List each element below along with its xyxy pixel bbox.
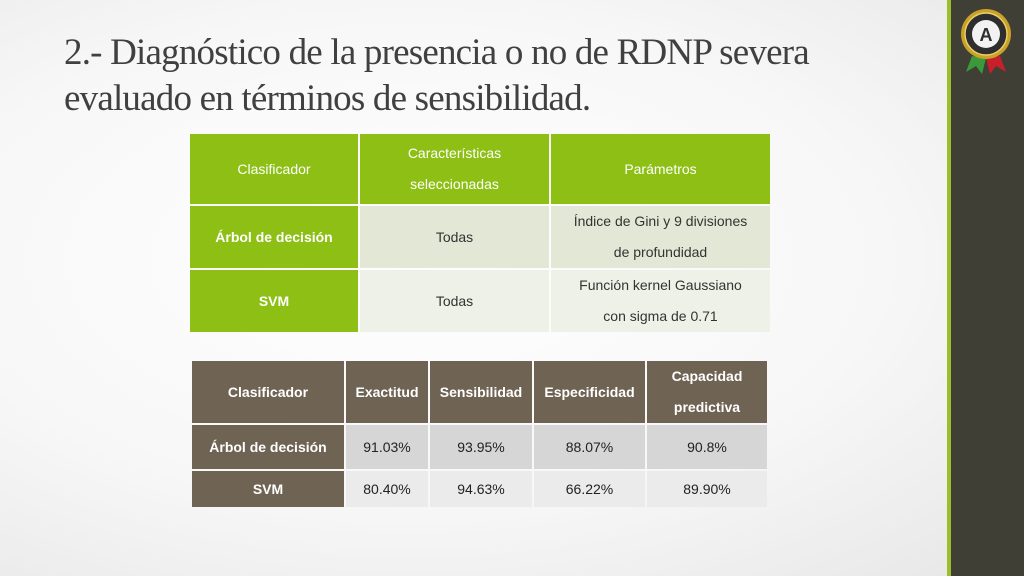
sidebar-accent-line bbox=[947, 0, 951, 576]
cell-line: Función kernel Gaussiano bbox=[579, 277, 742, 293]
table-cell: 66.22% bbox=[534, 471, 645, 507]
row-header-cell: Árbol de decisión bbox=[190, 206, 358, 268]
header-line: Capacidad bbox=[671, 368, 743, 384]
table-cell: 91.03% bbox=[346, 425, 428, 469]
header-line: seleccionadas bbox=[410, 176, 499, 192]
header-line: Características bbox=[407, 145, 502, 161]
classifier-parameters-table: Clasificador Características seleccionad… bbox=[188, 132, 772, 334]
table-row: Árbol de decisión 91.03% 93.95% 88.07% 9… bbox=[192, 425, 767, 469]
table-cell: 89.90% bbox=[647, 471, 767, 507]
cell-line: de profundidad bbox=[613, 244, 708, 260]
row-header-cell: SVM bbox=[192, 471, 344, 507]
header-cell: Capacidad predictiva bbox=[647, 361, 767, 423]
header-cell: Parámetros bbox=[551, 134, 770, 204]
header-cell: Especificidad bbox=[534, 361, 645, 423]
table-header-row: Clasificador Características seleccionad… bbox=[190, 134, 770, 204]
table-cell: 90.8% bbox=[647, 425, 767, 469]
row-header-cell: SVM bbox=[190, 270, 358, 332]
classifier-results-table: Clasificador Exactitud Sensibilidad Espe… bbox=[190, 359, 769, 509]
table-row: SVM 80.40% 94.63% 66.22% 89.90% bbox=[192, 471, 767, 507]
table-header-row: Clasificador Exactitud Sensibilidad Espe… bbox=[192, 361, 767, 423]
slide-title: 2.- Diagnóstico de la presencia o no de … bbox=[64, 30, 934, 122]
table-row: SVM Todas Función kernel Gaussiano con s… bbox=[190, 270, 770, 332]
header-cell: Características seleccionadas bbox=[360, 134, 549, 204]
table-cell: Índice de Gini y 9 divisiones de profund… bbox=[551, 206, 770, 268]
title-line-1: 2.- Diagnóstico de la presencia o no de … bbox=[64, 32, 810, 73]
header-line: predictiva bbox=[673, 399, 741, 415]
table-cell: Todas bbox=[360, 206, 549, 268]
table-row: Árbol de decisión Todas Índice de Gini y… bbox=[190, 206, 770, 268]
table-cell: 94.63% bbox=[430, 471, 532, 507]
table-cell: 80.40% bbox=[346, 471, 428, 507]
espe-seal-logo-icon: A bbox=[961, 9, 1011, 74]
logo-letter: A bbox=[980, 25, 993, 45]
cell-line: Índice de Gini y 9 divisiones bbox=[573, 213, 748, 229]
header-cell: Clasificador bbox=[190, 134, 358, 204]
header-cell: Exactitud bbox=[346, 361, 428, 423]
header-cell: Clasificador bbox=[192, 361, 344, 423]
right-sidebar-bar bbox=[947, 0, 1024, 576]
table-cell: 88.07% bbox=[534, 425, 645, 469]
table-cell: 93.95% bbox=[430, 425, 532, 469]
table-cell: Función kernel Gaussiano con sigma de 0.… bbox=[551, 270, 770, 332]
header-cell: Sensibilidad bbox=[430, 361, 532, 423]
table-cell: Todas bbox=[360, 270, 549, 332]
cell-line: con sigma de 0.71 bbox=[603, 308, 718, 324]
row-header-cell: Árbol de decisión bbox=[192, 425, 344, 469]
title-line-2: evaluado en términos de sensibilidad. bbox=[64, 78, 591, 119]
